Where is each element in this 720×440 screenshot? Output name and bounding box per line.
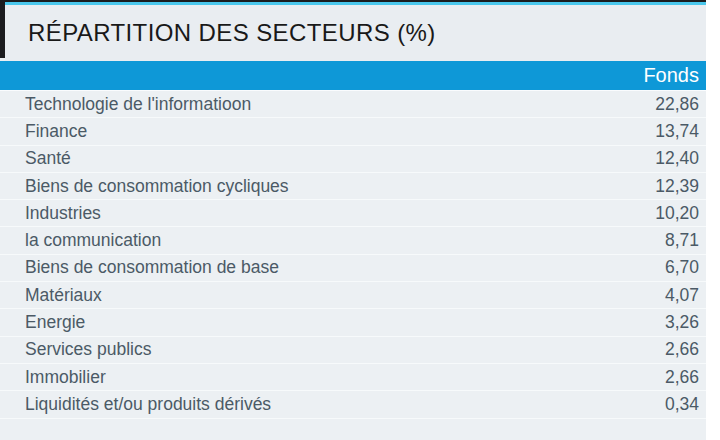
row-label: Biens de consommation cycliques — [25, 176, 289, 197]
row-value: 12,39 — [655, 176, 699, 197]
table-row: Biens de consommation de base 6,70 — [0, 255, 706, 282]
row-label: Services publics — [25, 339, 151, 360]
row-value: 0,34 — [665, 394, 699, 415]
row-value: 3,26 — [665, 312, 699, 333]
table-row: Immobilier 2,66 — [0, 364, 706, 391]
row-label: la communication — [25, 230, 161, 251]
table-row: Matériaux 4,07 — [0, 282, 706, 309]
page-title: RÉPARTITION DES SECTEURS (%) — [28, 19, 436, 47]
row-label: Technologie de l'informatioon — [25, 94, 251, 115]
row-label: Industries — [25, 203, 101, 224]
row-value: 22,86 — [655, 94, 699, 115]
table-row: Energie 3,26 — [0, 309, 706, 336]
row-value: 6,70 — [665, 257, 699, 278]
row-label: Matériaux — [25, 285, 102, 306]
table-header: Fonds — [0, 61, 706, 90]
table-row: Biens de consommation cycliques 12,39 — [0, 173, 706, 200]
table-row: Santé 12,40 — [0, 146, 706, 173]
table-row: Services publics 2,66 — [0, 337, 706, 364]
row-value: 2,66 — [665, 339, 699, 360]
table-row: Industries 10,20 — [0, 200, 706, 227]
table-row: Finance 13,74 — [0, 118, 706, 145]
column-header-fonds: Fonds — [643, 64, 699, 87]
row-label: Finance — [25, 121, 87, 142]
sector-allocation-table: RÉPARTITION DES SECTEURS (%) Fonds Techn… — [0, 0, 706, 440]
title-bar: RÉPARTITION DES SECTEURS (%) — [5, 5, 706, 61]
row-value: 2,66 — [665, 367, 699, 388]
row-label: Biens de consommation de base — [25, 257, 279, 278]
factsheet-page: RÉPARTITION DES SECTEURS (%) Fonds Techn… — [0, 0, 720, 440]
row-value: 8,71 — [665, 230, 699, 251]
row-value: 4,07 — [665, 285, 699, 306]
row-label: Energie — [25, 312, 85, 333]
table-row: la communication 8,71 — [0, 227, 706, 254]
row-value: 12,40 — [655, 148, 699, 169]
right-gutter — [706, 0, 720, 440]
row-label: Santé — [25, 148, 71, 169]
row-label: Liquidités et/ou produits dérivés — [25, 394, 271, 415]
table-row: Technologie de l'informatioon 22,86 — [0, 91, 706, 118]
table-body: Technologie de l'informatioon 22,86 Fina… — [0, 90, 706, 419]
table-row: Liquidités et/ou produits dérivés 0,34 — [0, 391, 706, 418]
row-label: Immobilier — [25, 367, 106, 388]
row-value: 13,74 — [655, 121, 699, 142]
row-value: 10,20 — [655, 203, 699, 224]
